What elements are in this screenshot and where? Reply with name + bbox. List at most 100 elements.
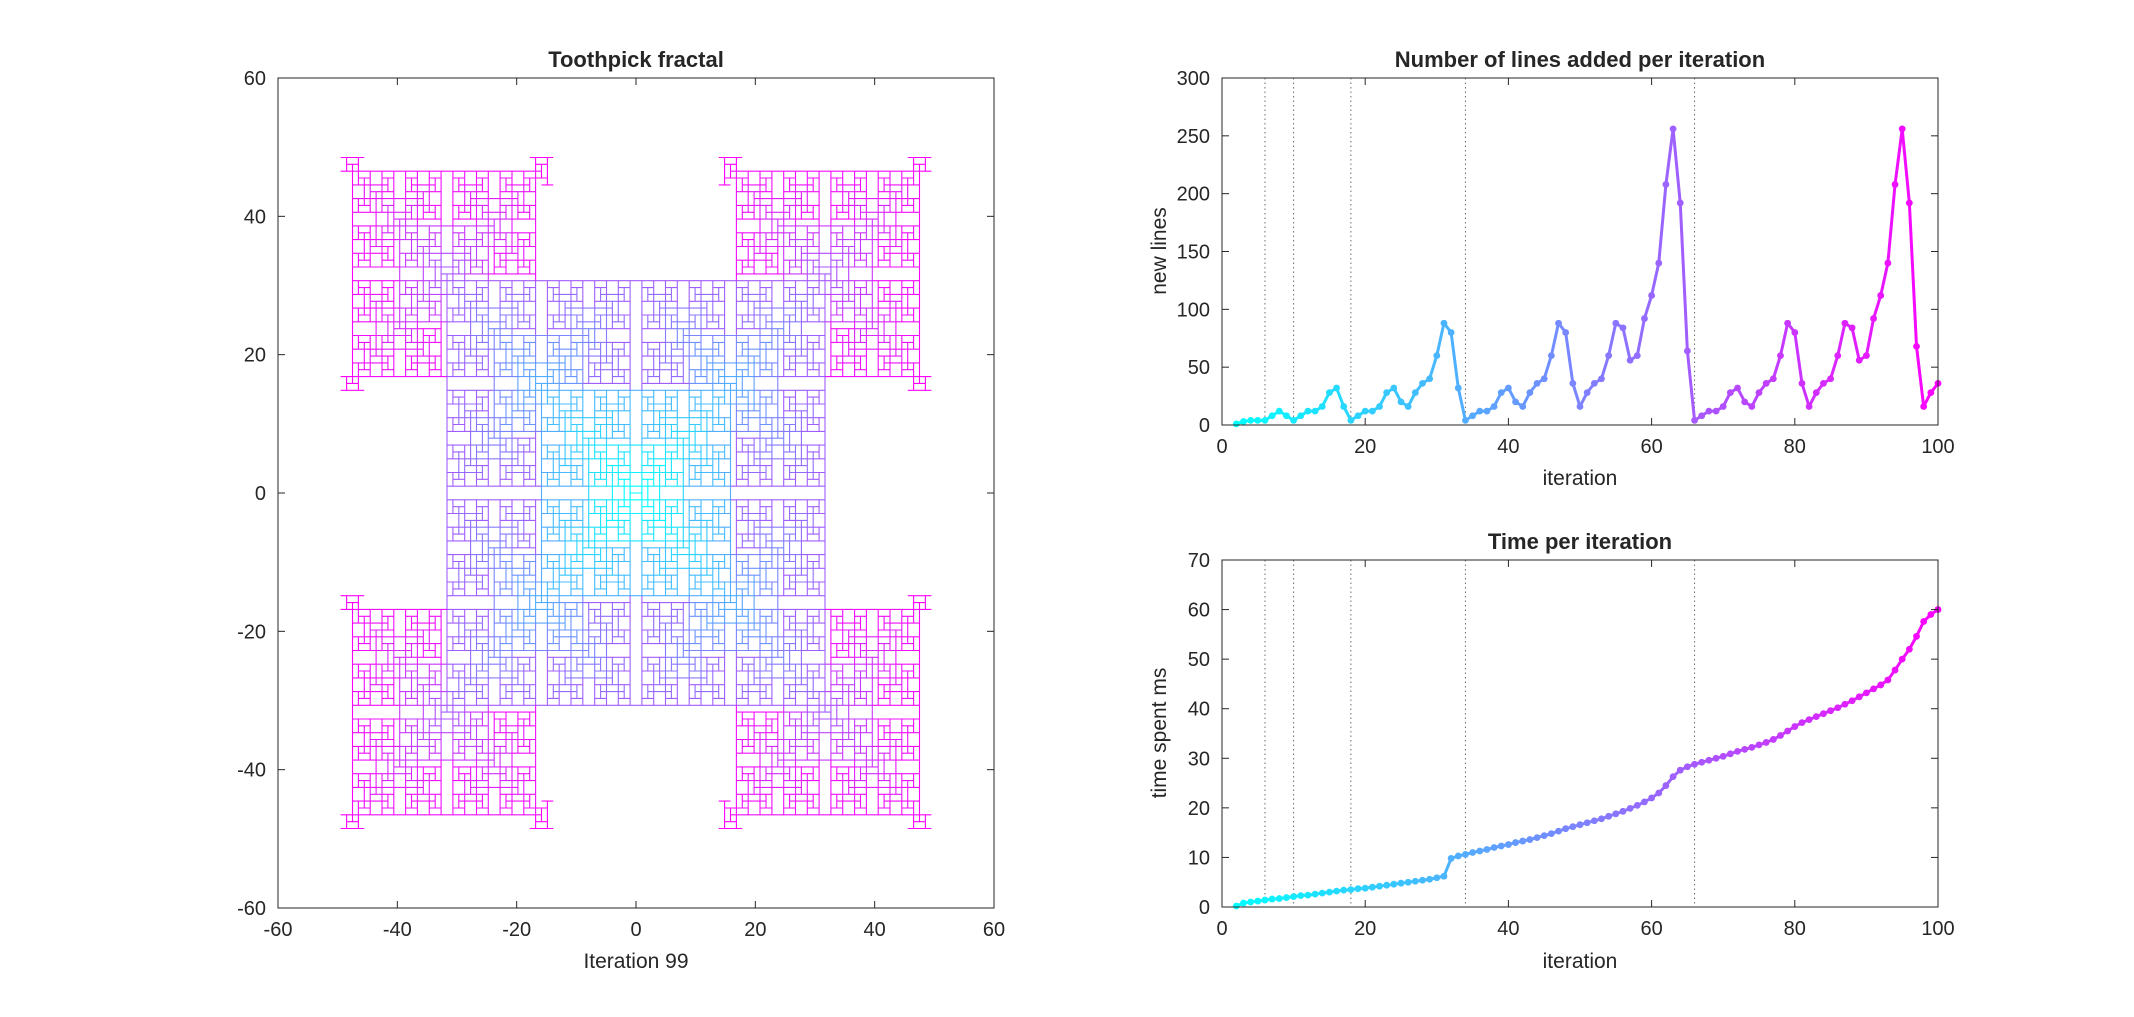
lines-added-point: [1748, 403, 1756, 410]
lines-added-point: [1368, 407, 1376, 415]
lines-added-point: [1641, 315, 1648, 322]
lines-added-point: [1684, 347, 1691, 355]
lines-added-point: [1719, 403, 1727, 410]
time-point: [1326, 888, 1333, 896]
time-point: [1805, 716, 1813, 724]
lines-added-point: [1927, 389, 1935, 397]
lines-added-point: [1855, 356, 1863, 364]
lines-added-segment: [1886, 182, 1897, 265]
lines-added-point: [1268, 412, 1276, 420]
lines-added-point: [1462, 416, 1469, 424]
time-ytick-label: 0: [1199, 897, 1210, 919]
lines-added-point: [1533, 379, 1541, 387]
lines-added-point: [1454, 384, 1462, 392]
time-point: [1304, 891, 1312, 899]
fractal-xtick-label: -20: [502, 919, 531, 941]
time-point: [1419, 876, 1426, 884]
time-point: [1719, 752, 1727, 760]
lines-added-point: [1232, 420, 1240, 428]
lines-added-ytick-label: 0: [1199, 415, 1210, 437]
time-point: [1762, 739, 1770, 746]
time-point: [1834, 704, 1842, 712]
lines-added-point: [1633, 352, 1641, 359]
lines-added-xtick-label: 20: [1354, 436, 1376, 458]
lines-added-segment: [1836, 321, 1847, 358]
time-point: [1870, 685, 1877, 693]
lines-added-point: [1433, 352, 1441, 359]
time-point: [1433, 874, 1441, 882]
lines-added-point: [1605, 352, 1613, 359]
fractal-xlabel: Iteration 99: [583, 950, 688, 973]
time-point: [1798, 719, 1806, 726]
lines-added-segment: [1599, 354, 1611, 381]
time-point: [1533, 834, 1541, 841]
fractal-xtick-label: 0: [630, 919, 641, 941]
lines-added-point: [1805, 403, 1813, 410]
lines-added-point: [1397, 398, 1405, 406]
time-point: [1547, 830, 1555, 838]
lines-added-segment: [1542, 354, 1553, 381]
lines-added-segment: [1657, 182, 1668, 265]
lines-added-segment: [1893, 127, 1904, 186]
time-point: [1920, 618, 1928, 625]
lines-added-point: [1283, 412, 1290, 420]
fractal-xtick-label: 60: [983, 919, 1005, 941]
time-xtick-label: 40: [1497, 918, 1519, 940]
lines-added-point: [1497, 389, 1505, 397]
time-point: [1927, 611, 1935, 618]
lines-added-point: [1598, 375, 1605, 383]
lines-added-segment: [1664, 127, 1675, 186]
lines-added-point: [1619, 324, 1627, 332]
time-ytick-label: 60: [1188, 600, 1210, 622]
time-point: [1447, 855, 1455, 862]
lines-added-point: [1590, 379, 1598, 387]
time-point: [1519, 837, 1527, 845]
lines-added-point: [1311, 407, 1319, 415]
lines-added-point: [1290, 416, 1297, 424]
time-point: [1820, 710, 1827, 718]
lines-added-point: [1261, 416, 1269, 424]
fractal-xtick-label: -40: [383, 919, 412, 941]
time-point: [1590, 817, 1598, 825]
time-point: [1605, 812, 1613, 820]
lines-added-segment: [1671, 127, 1682, 205]
time-point: [1497, 842, 1505, 850]
lines-added-point: [1583, 389, 1591, 397]
lines-added-ytick-label: 200: [1177, 184, 1210, 206]
lines-added-point: [1540, 375, 1548, 383]
lines-added-point: [1318, 403, 1326, 410]
lines-added-point: [1755, 389, 1763, 397]
lines-added-point: [1691, 416, 1698, 424]
time-point: [1884, 676, 1892, 684]
time-ytick-label: 20: [1188, 798, 1210, 820]
time-point: [1505, 841, 1512, 848]
lines-added-point: [1512, 398, 1519, 406]
time-point: [1318, 889, 1326, 897]
lines-added-segment: [1900, 127, 1911, 205]
time-point: [1426, 875, 1434, 883]
lines-added-point: [1483, 407, 1491, 415]
time-point: [1641, 798, 1648, 806]
fractal-ytick-label: -20: [237, 621, 266, 643]
time-point: [1669, 773, 1677, 781]
lines-added-point: [1712, 407, 1720, 415]
lines-added-point: [1304, 407, 1312, 415]
time-point: [1898, 655, 1906, 663]
lines-added-point: [1404, 403, 1412, 410]
time-point: [1684, 763, 1691, 771]
lines-added-point: [1447, 329, 1455, 336]
time-point: [1555, 827, 1562, 835]
time-point: [1526, 836, 1534, 843]
time-point: [1311, 890, 1319, 898]
lines-added-point: [1390, 384, 1398, 392]
lines-added-point: [1863, 352, 1870, 359]
lines-added-segment: [1607, 321, 1618, 358]
lines-added-segment: [1635, 317, 1646, 358]
lines-added-xtick-label: 40: [1497, 436, 1519, 458]
time-point: [1712, 754, 1720, 762]
time-point: [1540, 832, 1548, 840]
time-point: [1863, 689, 1870, 697]
lines-added-point: [1275, 407, 1283, 415]
lines-added-point: [1777, 352, 1784, 359]
time-ylabel: time spent ms: [1148, 668, 1171, 799]
